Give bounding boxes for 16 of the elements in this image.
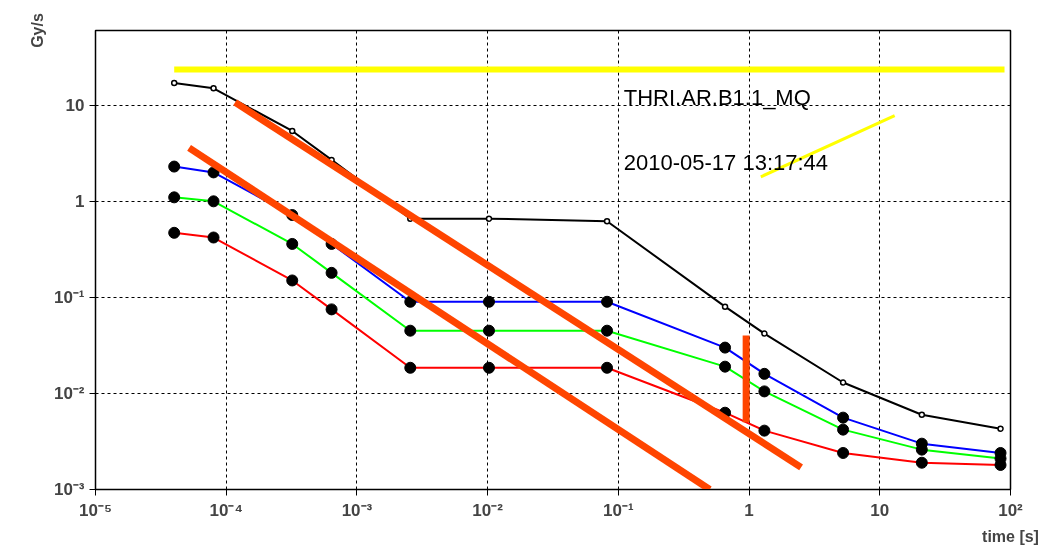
x-tick-label: 10⁻⁴ [209, 500, 243, 520]
y-tick-label: 10 [65, 95, 85, 115]
annotation: THRI.AR.B1.1_MQ [623, 84, 811, 110]
y-tick-label: 10⁻² [53, 383, 85, 403]
y-tick-label: 10⁻¹ [53, 287, 85, 307]
x-tick-label: 10⁻⁵ [79, 500, 112, 520]
y-tick-label: 1 [75, 191, 85, 211]
x-tick-label: 1 [744, 500, 754, 520]
x-tick-label: 10⁻² [472, 500, 504, 520]
x-tick-label: 10² [998, 500, 1024, 520]
x-tick-label: 10⁻¹ [603, 500, 634, 520]
x-axis-title: time [s] [982, 527, 1039, 545]
x-tick-label: 10 [870, 500, 890, 520]
y-tick-label: 10⁻³ [53, 480, 85, 499]
y-axis-title: Gy/s [28, 13, 46, 48]
x-tick-label: 10⁻³ [341, 500, 373, 520]
